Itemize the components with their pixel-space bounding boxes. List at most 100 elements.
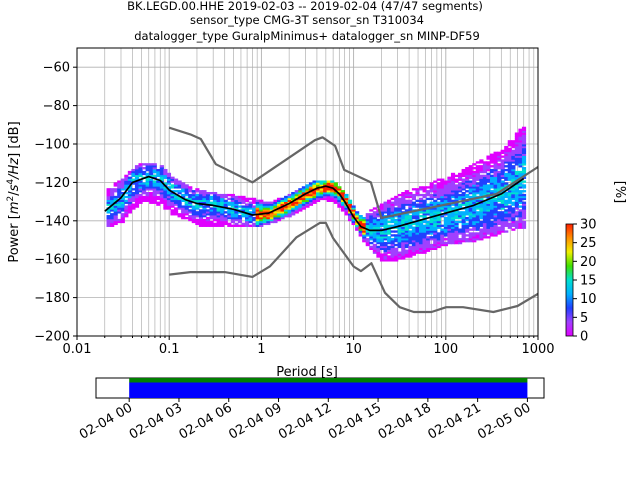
pdf-cell	[475, 190, 480, 193]
pdf-cell	[181, 184, 186, 187]
pdf-cell	[202, 195, 207, 199]
pdf-cell	[390, 207, 395, 210]
pdf-cell	[401, 216, 406, 220]
pdf-cell	[191, 190, 196, 193]
pdf-cell	[507, 168, 512, 172]
pdf-cell	[468, 209, 473, 212]
pdf-cell	[177, 186, 182, 189]
pdf-cell	[514, 193, 519, 197]
pdf-cell	[458, 238, 463, 241]
pdf-cell	[195, 199, 200, 202]
pdf-cell	[521, 130, 527, 133]
pdf-cell	[472, 207, 477, 210]
pdf-cell	[142, 188, 147, 191]
pdf-cell	[298, 188, 303, 191]
pdf-cell	[440, 201, 445, 204]
pdf-cell	[284, 213, 289, 216]
pdf-cell	[323, 188, 328, 191]
pdf-cell	[127, 197, 132, 201]
pdf-cell	[156, 180, 161, 183]
pdf-cell	[401, 192, 406, 195]
pdf-cell	[365, 232, 370, 235]
pdf-cell	[149, 195, 154, 199]
pdf-cell	[447, 176, 452, 179]
pdf-cell	[514, 153, 519, 156]
pdf-cell	[489, 168, 495, 172]
pdf-cell	[443, 243, 448, 247]
pdf-cell	[117, 218, 122, 222]
pdf-cell	[426, 190, 431, 193]
pdf-cell	[500, 211, 505, 214]
y-tick-label: −200	[34, 330, 70, 345]
pdf-cell	[138, 182, 143, 185]
pdf-cell	[383, 241, 388, 245]
pdf-cell	[454, 203, 459, 206]
pdf-cell	[411, 236, 417, 239]
pdf-cell	[486, 209, 491, 212]
pdf-cell	[280, 199, 285, 202]
pdf-cell	[436, 222, 441, 226]
pdf-cell	[184, 216, 189, 220]
pdf-cell	[134, 190, 140, 193]
pdf-cell	[202, 220, 207, 224]
pdf-cell	[156, 186, 161, 189]
pdf-cell	[273, 211, 278, 214]
pdf-cell	[230, 213, 235, 216]
pdf-cell	[362, 238, 367, 241]
pdf-cell	[493, 213, 498, 216]
pdf-cell	[447, 234, 452, 237]
pdf-cell	[436, 232, 441, 235]
pdf-cell	[369, 209, 374, 212]
pdf-cell	[365, 213, 370, 216]
pdf-cell	[110, 224, 115, 227]
pdf-cell	[450, 230, 456, 233]
pdf-cell	[227, 222, 232, 226]
pdf-cell	[521, 190, 527, 193]
pdf-cell	[326, 193, 331, 197]
pdf-cell	[401, 205, 406, 208]
pdf-cell	[500, 222, 505, 226]
pdf-cell	[408, 251, 413, 254]
pdf-cell	[323, 180, 328, 183]
pdf-cell	[422, 218, 427, 222]
pdf-cell	[433, 247, 438, 250]
pdf-cell	[518, 220, 523, 224]
pdf-cell	[493, 188, 498, 191]
pdf-cell	[511, 170, 516, 174]
pdf-cell	[500, 193, 505, 197]
pdf-cell	[397, 236, 402, 239]
pdf-cell	[454, 197, 459, 201]
pdf-cell	[156, 168, 161, 172]
pdf-cell	[124, 184, 129, 187]
pdf-cell	[482, 163, 488, 166]
pdf-cell	[482, 167, 488, 170]
pdf-cell	[429, 224, 434, 227]
pdf-cell	[500, 170, 505, 174]
pdf-cell	[426, 236, 431, 239]
pdf-cell	[120, 205, 125, 208]
pdf-cell	[369, 232, 374, 235]
pdf-cell	[163, 172, 168, 176]
pdf-cell	[518, 145, 523, 149]
pdf-cell	[443, 238, 448, 241]
pdf-cell	[284, 205, 289, 208]
pdf-cell	[458, 188, 463, 191]
pdf-cell	[521, 157, 527, 160]
pdf-cell	[216, 220, 221, 224]
pdf-cell	[415, 241, 420, 245]
pdf-cell	[383, 201, 388, 204]
pdf-cell	[440, 188, 445, 191]
pdf-cell	[465, 218, 470, 222]
pdf-cell	[482, 226, 488, 229]
pdf-cell	[308, 197, 314, 201]
pdf-cell	[369, 216, 374, 220]
pdf-cell	[166, 182, 172, 185]
pdf-cell	[443, 180, 448, 183]
pdf-cell	[507, 222, 512, 226]
pdf-cell	[479, 220, 484, 224]
pdf-cell	[372, 220, 377, 224]
y-tick-label: −180	[34, 291, 70, 306]
pdf-cell	[458, 220, 463, 224]
pdf-cell	[184, 203, 189, 206]
pdf-cell	[518, 222, 523, 226]
